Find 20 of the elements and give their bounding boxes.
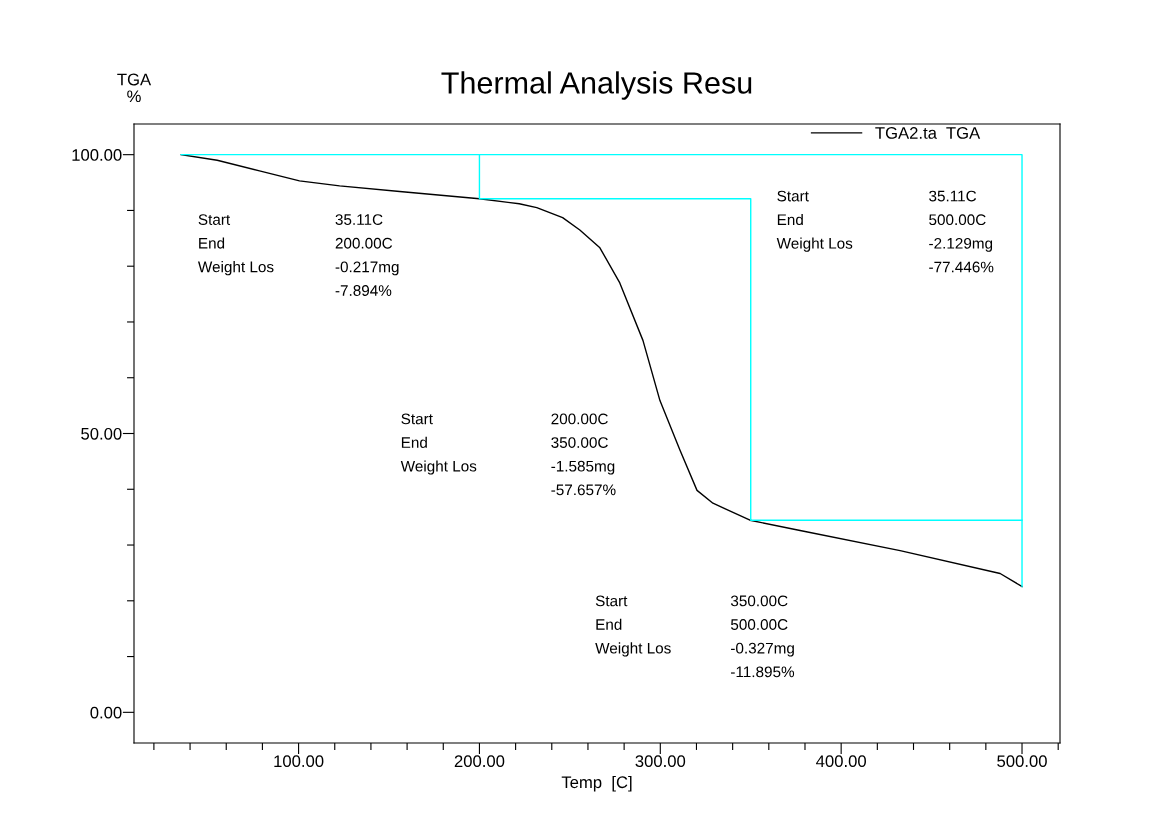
y-axis-title: TGA % [117, 73, 152, 103]
legend-label: TGA2.ta TGA [875, 127, 981, 139]
chart-title: Thermal Analysis Resu [441, 71, 752, 100]
annotation: Start End Weight Los [400, 413, 477, 475]
x-tick-label: 200.00 [454, 755, 505, 768]
x-tick-label: 100.00 [274, 755, 324, 768]
x-tick-label: 500.00 [997, 755, 1047, 768]
y-tick-label: 0.00 [90, 706, 122, 719]
annotation: 35.11C 500.00C -2.129mg -77.446% [929, 190, 994, 273]
annotation: Start End Weight Los [776, 190, 853, 252]
annotation: 200.00C 350.00C -1.585mg -57.657% [551, 413, 616, 496]
y-tick-label: 50.00 [81, 427, 122, 440]
annotation: Start End Weight Los [197, 214, 274, 276]
annotation: 350.00C 500.00C -0.327mg -11.895% [730, 595, 795, 678]
annotation: 35.11C 200.00C -0.217mg -7.894% [335, 214, 399, 296]
x-axis-title: Temp [C] [561, 775, 632, 792]
annotation: Start End Weight Los [595, 595, 671, 657]
x-tick-label: 300.00 [635, 755, 686, 768]
y-tick-label: 100.00 [72, 149, 122, 161]
x-tick-label: 400.00 [816, 755, 866, 768]
